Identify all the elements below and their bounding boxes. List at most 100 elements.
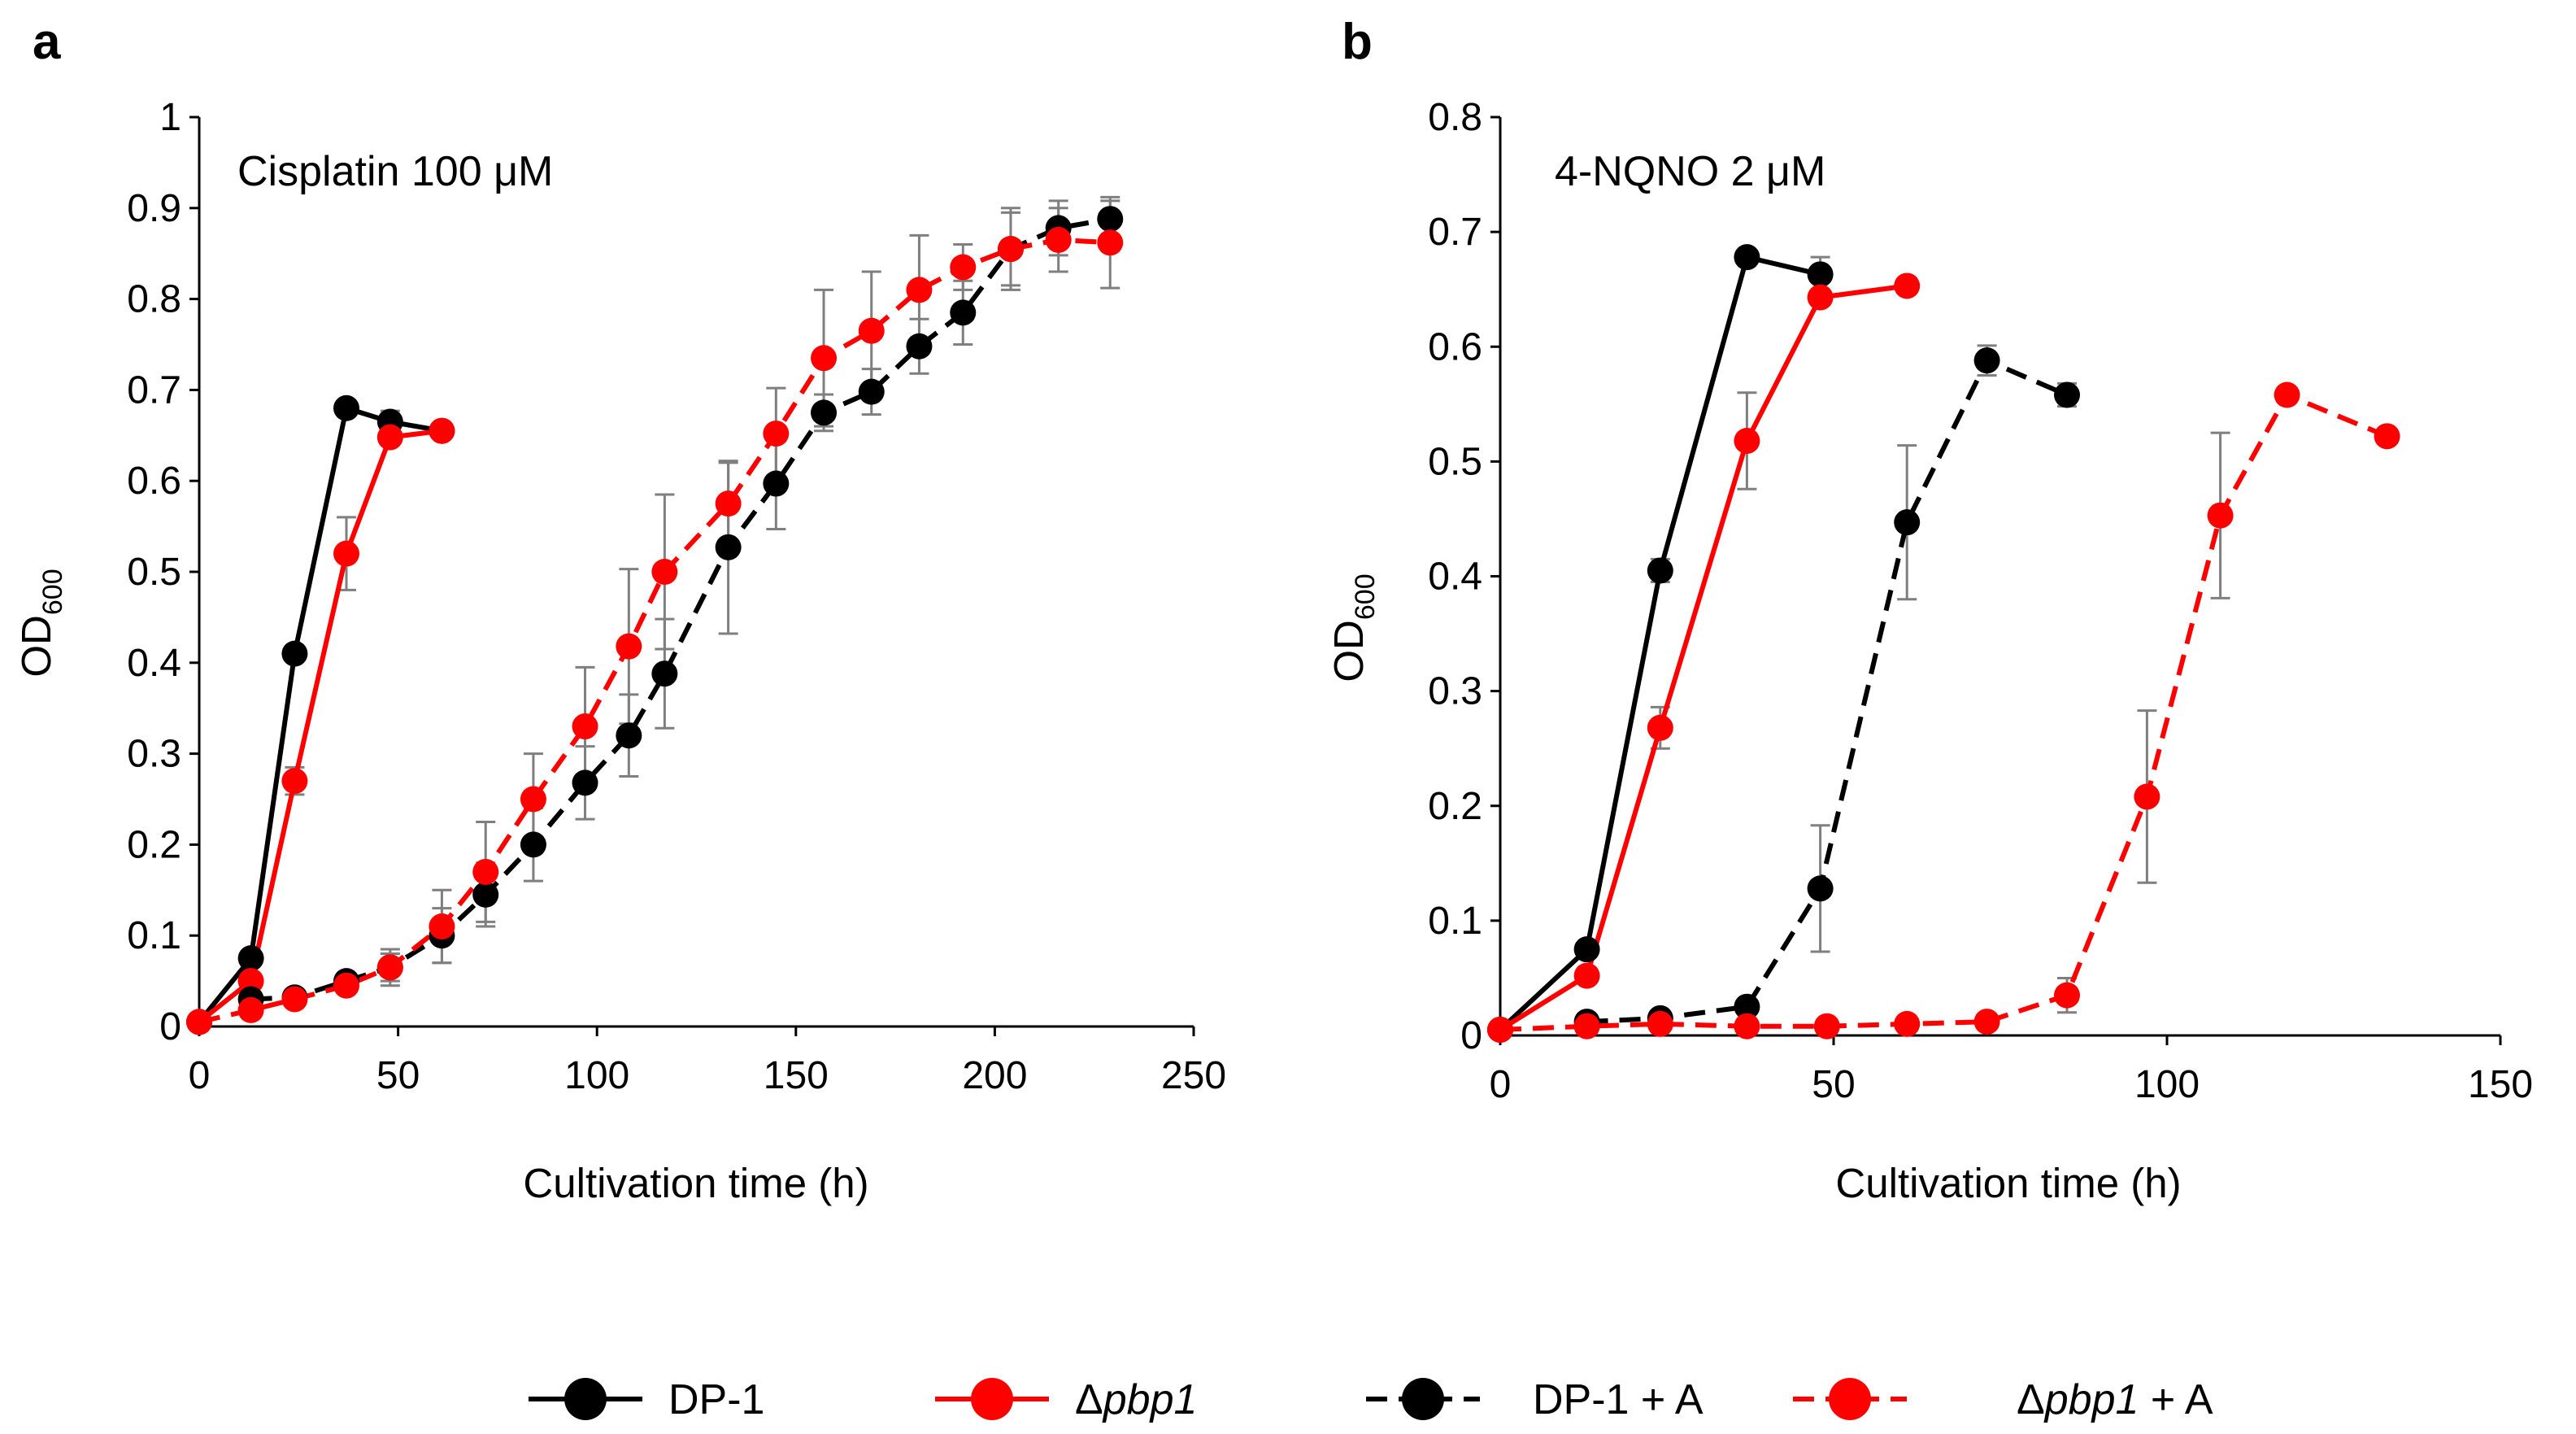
panel-a-series-pbp1-point — [237, 968, 264, 995]
panel-b-series-pbp1-a-point — [2054, 982, 2080, 1009]
panel-a-y-tick-label: 0.2 — [127, 823, 181, 866]
panel-a-series-dp-1-a-point — [572, 769, 598, 796]
panel-b-y-tick-label: 0 — [1460, 1014, 1482, 1057]
panel-b-y-tick-label: 0.1 — [1428, 900, 1482, 943]
panel-a-series-dp-1-point — [281, 640, 308, 667]
panel-b-series-pbp1-a-point — [1734, 1013, 1760, 1040]
panel-b-x-tick-label: 100 — [2134, 1063, 2200, 1106]
panel-a-x-tick-label: 200 — [962, 1054, 1027, 1097]
panel-a-series-pbp1-a-point — [429, 913, 455, 940]
panel-b-series-pbp1-line — [1499, 283, 1908, 1032]
panel-a-series-pbp1-point — [376, 424, 403, 451]
panel-a-series-dp-1-a-point — [763, 470, 790, 497]
panel-a-series-pbp1-a-point — [237, 996, 264, 1023]
panel-b-series-dp-1-a-point — [1894, 509, 1921, 536]
legend-marker-dp1-a — [1402, 1378, 1444, 1420]
panel-a-series-dp-1-a-point — [472, 881, 499, 908]
panel-a-series-dp-1-a-point — [858, 378, 885, 405]
panel-a-y-tick-label: 0.1 — [127, 914, 181, 957]
panel-b-series-pbp1-a-point — [1573, 1013, 1600, 1040]
panel-a-series-dp-1-a-point — [950, 299, 977, 326]
legend-item-dpbp1: Δpbp1 — [935, 1376, 1197, 1423]
panel-b-series-dp-1-a-point — [1734, 993, 1760, 1020]
panel-b-series-pbp1-a-point — [1487, 1016, 1513, 1043]
panel-a-series-dp-1-a-point — [520, 831, 546, 858]
panel-a-y-tick-label: 0.3 — [127, 733, 181, 776]
panel-a-series-dp-1-a-line — [250, 216, 1111, 1002]
panel-a-series-pbp1-a-point — [186, 1009, 212, 1035]
panel-a-series-pbp1-a-point — [472, 858, 499, 885]
panel-b-series-pbp1-a-point — [1813, 1013, 1840, 1040]
panel-a-y-tick-label: 0.8 — [127, 278, 181, 321]
panel-b-chart: b 4-NQNO 2 μM 0 0.1 0.2 0.3 0.4 0.5 0.6 0.7 0.8 0… — [1325, 14, 2533, 1206]
panel-a-y-tick-label: 0.4 — [127, 642, 181, 685]
panel-b-y-tick-label: 0.5 — [1428, 440, 1482, 483]
panel-a-series-dp-1-point — [333, 394, 360, 421]
panel-a-series-dp-1-line — [197, 405, 442, 1024]
legend-marker-dpbp1 — [971, 1378, 1013, 1420]
panel-a-series-pbp1-a-point — [616, 633, 642, 660]
panel-a-series-pbp1-a-point — [281, 986, 308, 1013]
legend-label-dp1: DP-1 — [668, 1376, 764, 1423]
panel-b-y-axis-label-main: OD — [1325, 620, 1372, 682]
panel-a-y-tick-label: 1 — [159, 96, 181, 139]
panel-a-series-pbp1-point — [429, 417, 455, 444]
panel-a-x-tick-label: 250 — [1161, 1054, 1226, 1097]
panel-b-y-axis-label-sub: 600 — [1350, 573, 1381, 620]
panel-b-series-dp-1-a-line — [1586, 358, 2069, 1025]
panel-a-letter: a — [33, 14, 61, 70]
panel-b-series-dp-1-a-point — [1807, 875, 1834, 902]
panel-a-series-pbp1-a-point — [376, 954, 403, 981]
panel-a-series-dp-1-a-point — [1097, 206, 1124, 233]
legend-label-dpbp1-italic: pbp1 — [1102, 1376, 1198, 1423]
panel-b-series-pbp1-a-point — [1647, 1010, 1673, 1037]
panel-a-series-pbp1-a-point — [1045, 226, 1072, 253]
legend-marker-dpbp1-a — [1829, 1378, 1871, 1420]
panel-b-series-pbp1-point — [1734, 427, 1760, 454]
panel-a-y-axis-label-main: OD — [13, 615, 59, 678]
panel-a-chart: a Cisplatin 100 μM 0 0.1 0.2 0.3 0.4 0.5 0.6 0.… — [13, 14, 1226, 1206]
panel-b-y-tick-label: 0.8 — [1428, 96, 1482, 139]
panel-b-y-tick-label: 0.7 — [1428, 211, 1482, 254]
panel-a-series-dp-1-point — [237, 945, 264, 972]
panel-b-series-pbp1-point — [1647, 714, 1673, 741]
panel-b-series-pbp1-a-point — [1894, 1010, 1921, 1037]
legend-marker-dp1 — [564, 1378, 607, 1420]
panel-b-letter: b — [1342, 14, 1373, 70]
panel-b-series-pbp1-a-point — [2134, 783, 2160, 810]
panel-b-y-tick-label: 0.3 — [1428, 670, 1482, 713]
panel-a-x-tick-label: 0 — [189, 1054, 211, 1097]
panel-b-series-dp-1-point — [1647, 557, 1673, 584]
panel-a-series-pbp1-a-point — [811, 345, 838, 372]
panel-a-series-pbp1-a-point — [333, 972, 360, 999]
legend: DP-1 Δpbp1 DP-1 + A Δpbp1 + A — [529, 1376, 2213, 1423]
legend-label-dp1-a: DP-1 + A — [1533, 1376, 1704, 1423]
panel-b-series-dp-1-a-point — [1973, 347, 2000, 374]
panel-a-y-axis-label: OD600 — [13, 569, 68, 677]
panel-a-x-tick-label: 100 — [564, 1054, 629, 1097]
panel-a-series-pbp1-a-point — [763, 421, 790, 447]
panel-b-series-dp-1-point — [1734, 244, 1760, 271]
legend-label-dpbp1-prefix: Δ — [1075, 1376, 1103, 1423]
legend-item-dpbp1-a: Δpbp1 + A — [1793, 1376, 2213, 1423]
panel-b-y-tick-label: 0.4 — [1428, 556, 1482, 599]
panel-a-series-dp-1-a-point — [616, 722, 642, 749]
panel-b-series-pbp1-a-point — [1973, 1009, 2000, 1035]
legend-label-dpbp1-a-italic: pbp1 — [2043, 1376, 2139, 1423]
panel-a-series-pbp1-a-point — [858, 317, 885, 344]
panel-a-series-pbp1-a-point — [572, 713, 598, 740]
panel-b-x-tick-label: 150 — [2468, 1063, 2533, 1106]
panel-a-y-tick-label: 0.9 — [127, 187, 181, 230]
panel-b-y-tick-label: 0.6 — [1428, 325, 1482, 368]
panel-b-series-dp-1-a-point — [2054, 381, 2080, 408]
panel-b-series-pbp1-a-point — [2374, 423, 2400, 450]
panel-b-y-axis-label: OD600 — [1325, 573, 1381, 682]
panel-b-series-dp-1-point — [1573, 936, 1600, 963]
panel-a-series-pbp1-point — [281, 768, 308, 795]
panel-a-y-tick-label: 0 — [159, 1005, 181, 1048]
panel-b-x-tick-label: 50 — [1812, 1063, 1855, 1106]
legend-item-dp1: DP-1 — [529, 1376, 764, 1423]
panel-b-series-pbp1-point — [1807, 284, 1834, 311]
legend-item-dp1-a: DP-1 + A — [1366, 1376, 1704, 1423]
